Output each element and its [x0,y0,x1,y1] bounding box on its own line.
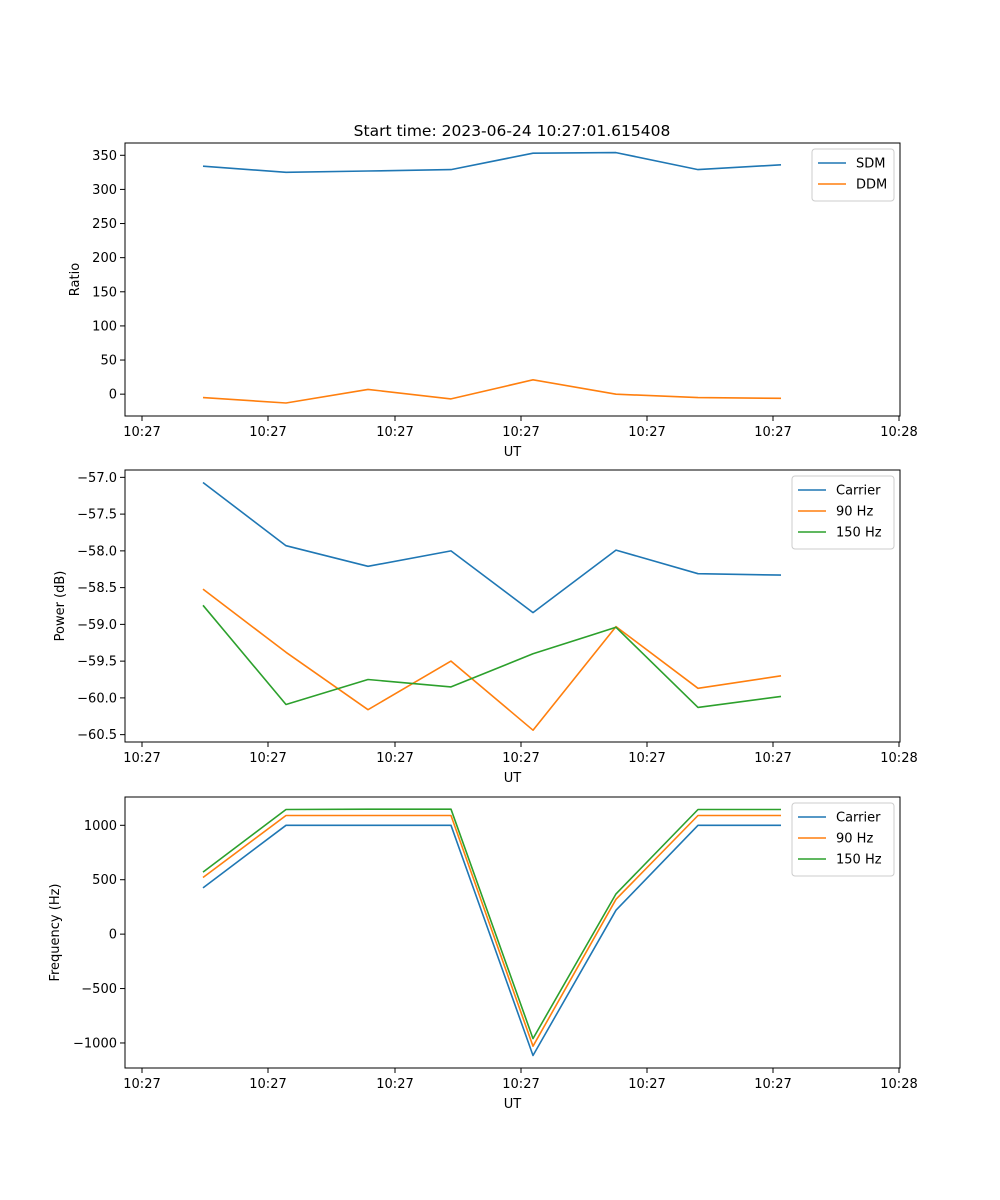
x-tick-label: 10:27 [502,425,539,440]
x-tick-label: 10:27 [502,1077,539,1092]
legend-box [811,148,895,202]
series-line-ddm [202,378,782,404]
legend-label: 150 Hz [836,853,882,868]
y-tick-label: 300 [92,183,117,198]
series-line-90-hz [202,814,781,1047]
y-tick-label: 0 [109,928,117,943]
legend: Carrier 90 Hz 150 Hz [791,802,895,877]
x-tick-label: 10:27 [376,1077,413,1092]
y-tick-label: 1000 [84,819,117,834]
x-axis-label: UT [504,445,522,460]
y-tick-label: 200 [92,251,117,266]
y-axis-label: Frequency (Hz) [48,883,63,981]
y-axis-label: Ratio [68,263,83,296]
chart-panel-3: 10:27 10:27 10:27 10:27 10:27 10:27 10:28 1000 5… [48,796,918,1112]
legend-label: DDM [856,178,887,193]
figure-title: Start time: 2023-06-24 10:27:01.615408 [354,122,671,140]
y-tick-label: 0 [109,388,117,403]
legend-label: 90 Hz [836,832,873,847]
legend-label: Carrier [836,811,881,826]
series-line-150-hz [202,808,781,1040]
y-tick-label: −60.0 [77,691,117,706]
legend-label: Carrier [836,484,881,499]
x-tick-label: 10:27 [628,425,665,440]
x-tick-label: 10:27 [628,1077,665,1092]
y-tick-label: 350 [92,149,117,164]
legend-box [791,475,895,550]
x-tick-label: 10:27 [249,425,286,440]
x-tick-label: 10:27 [628,751,665,766]
series-line-sdm [202,151,782,174]
x-tick-label: 10:27 [754,1077,791,1092]
x-tick-label: 10:28 [880,1077,917,1092]
y-tick-label: 100 [92,319,117,334]
chart-panel-1: 10:27 10:27 10:27 10:27 10:27 10:27 10:28 0 50 10… [68,142,918,460]
y-tick-label: −500 [81,982,117,997]
x-tick-label: 10:27 [754,751,791,766]
x-tick-label: 10:28 [880,751,917,766]
legend-label: 150 Hz [836,526,882,541]
series-line-90-hz [202,588,782,732]
legend-label: SDM [856,157,885,172]
x-tick-label: 10:27 [123,751,160,766]
legend-label: 90 Hz [836,505,873,520]
x-axis-label: UT [504,771,522,786]
x-tick-label: 10:28 [880,425,917,440]
y-tick-label: −1000 [73,1036,117,1051]
y-tick-label: 500 [92,873,117,888]
x-tick-label: 10:27 [249,1077,286,1092]
chart-panel-2: 10:27 10:27 10:27 10:27 10:27 10:27 10:28 −57.0… [53,469,918,786]
x-tick-label: 10:27 [754,425,791,440]
y-tick-label: 250 [92,217,117,232]
y-tick-label: −57.5 [77,508,117,523]
y-axis-label: Power (dB) [53,571,68,642]
y-tick-label: −60.5 [77,728,117,743]
x-tick-label: 10:27 [123,425,160,440]
series-line-150-hz [202,604,782,709]
series-line-carrier [202,481,782,614]
plot-frame [124,142,901,417]
y-tick-label: −59.0 [77,618,117,633]
plot-frame [124,469,901,743]
x-tick-label: 10:27 [502,751,539,766]
x-axis-label: UT [504,1097,522,1112]
legend: Carrier 90 Hz 150 Hz [791,475,895,550]
y-tick-label: −57.0 [77,471,117,486]
x-tick-label: 10:27 [376,425,413,440]
series-line-carrier [202,824,781,1057]
y-tick-label: −58.5 [77,581,117,596]
plot-frame [124,796,901,1069]
legend-box [791,802,895,877]
x-tick-label: 10:27 [123,1077,160,1092]
legend: SDM DDM [811,148,895,202]
y-tick-label: 150 [92,285,117,300]
y-tick-label: −58.0 [77,544,117,559]
y-tick-label: 50 [100,354,117,369]
y-tick-label: −59.5 [77,655,117,670]
x-tick-label: 10:27 [376,751,413,766]
x-tick-label: 10:27 [249,751,286,766]
